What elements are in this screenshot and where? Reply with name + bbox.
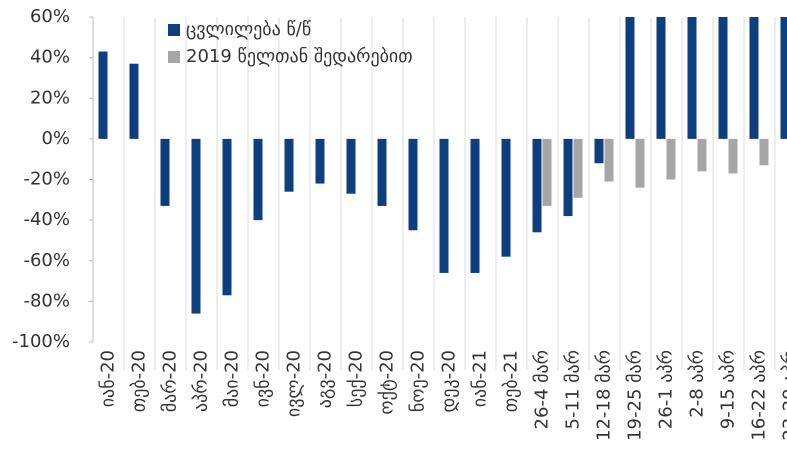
x-tick-label: 23-29 აპრ [780, 350, 787, 441]
legend-label: ცვლილება წ/წ [186, 19, 311, 40]
y-tick-label: -100% [12, 331, 70, 352]
bar [563, 138, 573, 217]
bar [408, 138, 418, 231]
bar [656, 17, 666, 139]
y-tick-label: -80% [23, 290, 70, 311]
bar [346, 138, 356, 194]
bar [697, 138, 707, 172]
x-tick-label: 2-8 აპრ [687, 350, 708, 418]
x-tick-label: აპრ-20 [191, 350, 212, 412]
bar [532, 138, 542, 233]
x-tick-label: 16-22 აპრ [749, 350, 770, 441]
x-tick-label: ნოე-20 [408, 350, 429, 412]
x-tick-label: იან-21 [470, 350, 491, 407]
bar [780, 17, 787, 139]
x-tick-label: 5-11 მარ [563, 350, 584, 429]
bar [470, 138, 480, 273]
bar [573, 138, 583, 198]
bar [98, 51, 108, 139]
bar [284, 138, 294, 192]
x-tick-label: მაი-20 [222, 350, 243, 407]
bar [542, 138, 552, 206]
x-tick-label: მარ-20 [160, 350, 181, 412]
x-tick-label: სექ-20 [346, 350, 367, 407]
y-tick-label: -60% [23, 250, 70, 271]
legend-label: 2019 წელთან შედარებით [186, 46, 413, 67]
x-tick-label: დეკ-20 [439, 350, 460, 412]
bar [594, 138, 604, 164]
bar [160, 138, 170, 206]
x-tick-label: 26-1 აპრ [656, 350, 677, 429]
bar [718, 17, 728, 139]
y-tick-label: 40% [30, 47, 70, 68]
plot-area [98, 17, 787, 314]
bar [728, 138, 738, 174]
y-tick-label: 60% [30, 6, 70, 27]
x-tick-label: ივლ-20 [284, 350, 305, 417]
bar [604, 138, 614, 182]
bar [635, 138, 645, 188]
bar [625, 17, 635, 139]
bar [222, 138, 232, 296]
legend-swatch [168, 24, 180, 36]
x-tick-label: ივნ-20 [253, 350, 274, 407]
bar [749, 17, 759, 139]
bar [129, 63, 139, 139]
legend-swatch [168, 51, 180, 63]
x-tick-label: 12-18 მარ [594, 350, 615, 441]
x-tick-label: 26-4 მარ [532, 350, 553, 429]
bar [666, 138, 676, 180]
bar [439, 138, 449, 273]
bar [253, 138, 263, 221]
y-tick-label: 0% [41, 128, 70, 149]
y-tick-label: -20% [23, 169, 70, 190]
x-tick-label: 9-15 აპრ [718, 350, 739, 429]
bar [191, 138, 201, 314]
x-tick-label: 19-25 მარ [625, 350, 646, 441]
bar [315, 138, 325, 184]
x-tick-label: თებ-20 [129, 350, 150, 412]
x-tick-label: ოქტ-20 [377, 350, 398, 415]
x-tick-label: აგვ-20 [315, 350, 336, 408]
x-tick-label: თებ-21 [501, 350, 522, 412]
bar [759, 138, 769, 166]
y-tick-label: -40% [23, 209, 70, 230]
bar [501, 138, 511, 257]
x-tick-label: იან-20 [98, 350, 119, 407]
y-tick-label: 20% [30, 87, 70, 108]
bar [687, 17, 697, 139]
bar [377, 138, 387, 206]
